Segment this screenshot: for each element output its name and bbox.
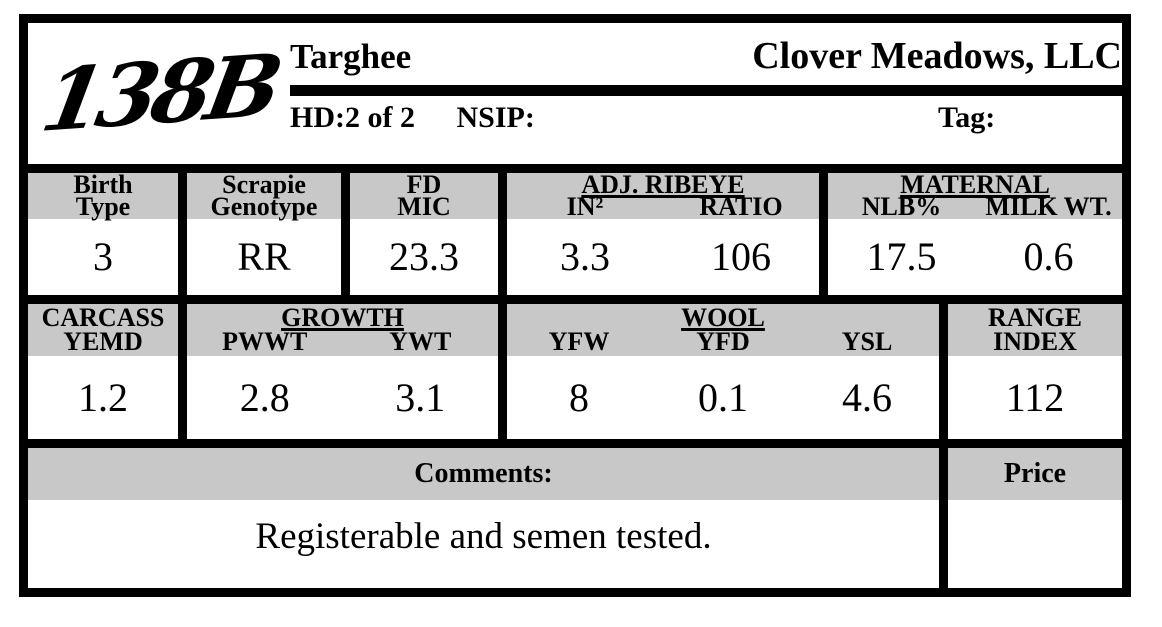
nsip-label: NSIP:: [456, 101, 535, 134]
stats-row-1: Birth Type 3 Scrapie Genotype RR FD MIC …: [28, 170, 1122, 295]
wool-group-title: WOOL: [681, 303, 765, 332]
maternal-cell: MATERNAL NLB% MILK WT. 17.5 0.6: [828, 170, 1122, 295]
price-cell: Price: [948, 448, 1122, 588]
maternal-values: 17.5 0.6: [828, 219, 1122, 295]
adj-ribeye-column-labels: IN² RATIO: [507, 192, 819, 221]
birth-type-value: 3: [93, 234, 113, 279]
growth-column-labels: PWWT YWT: [187, 327, 498, 356]
fd-mic-value: 23.3: [389, 234, 459, 279]
carcass-yemd-cell: CARCASS YEMD 1.2: [28, 304, 178, 439]
title-line: Targhee Clover Meadows, LLC: [290, 23, 1122, 85]
breed-name: Targhee: [290, 36, 412, 76]
comments-cell: Comments: Registerable and semen tested.: [28, 448, 939, 588]
tag-label: Tag:: [938, 101, 996, 134]
carcass-yemd-header: CARCASS YEMD: [28, 304, 178, 356]
growth-cell: GROWTH PWWT YWT 2.8 3.1: [187, 304, 498, 439]
wool-ysl-value: 4.6: [842, 374, 892, 420]
livestock-record-card: 138B Targhee Clover Meadows, LLC HD:2 of…: [19, 14, 1131, 597]
range-index-header: RANGE INDEX: [948, 304, 1122, 356]
animal-id-logo: 138B: [28, 23, 290, 164]
stats-row-2: CARCASS YEMD 1.2 GROWTH PWWT YWT 2.8 3.1…: [28, 304, 1122, 439]
growth-values: 2.8 3.1: [187, 356, 498, 439]
price-header: Price: [948, 448, 1122, 500]
wool-column-labels: YFW YFD YSL: [507, 327, 939, 356]
maternal-group-title: MATERNAL: [900, 170, 1050, 199]
wool-cell: WOOL YFW YFD YSL 8 0.1 4.6: [507, 304, 939, 439]
maternal-header: MATERNAL NLB% MILK WT.: [828, 170, 1122, 221]
scrapie-genotype-value: RR: [237, 234, 291, 279]
wool-col-ysl: YSL: [841, 327, 893, 356]
comments-price-row: Comments: Registerable and semen tested.…: [28, 448, 1122, 588]
card-header: 138B Targhee Clover Meadows, LLC HD:2 of…: [28, 23, 1122, 164]
wool-yfd-value: 0.1: [698, 374, 748, 420]
adj-ribeye-in2-value: 3.3: [560, 234, 610, 279]
header-right: Targhee Clover Meadows, LLC HD:2 of 2 NS…: [290, 23, 1122, 164]
adj-ribeye-col-in2: IN²: [566, 192, 604, 221]
growth-col-pwwt: PWWT: [222, 327, 308, 356]
wool-col-yfw: YFW: [548, 327, 610, 356]
maternal-milkwt-value: 0.6: [1023, 234, 1074, 279]
fd-mic-cell: FD MIC 23.3: [350, 172, 498, 295]
animal-id-script-text: 138B: [34, 34, 284, 152]
title-divider-bar: [290, 85, 1122, 96]
birth-type-cell: Birth Type 3: [28, 172, 178, 295]
wool-yfw-value: 8: [569, 374, 589, 420]
hd-count: HD:2 of 2: [290, 101, 415, 134]
price-value: [948, 500, 1122, 588]
id-line: HD:2 of 2 NSIP: Tag:: [290, 96, 1122, 164]
comments-value: Registerable and semen tested.: [255, 515, 712, 557]
range-index-cell: RANGE INDEX 112: [948, 304, 1122, 439]
comments-label: Comments:: [414, 458, 553, 489]
scrapie-genotype-header: Scrapie Genotype: [187, 172, 341, 220]
growth-col-ywt: YWT: [389, 327, 452, 356]
price-label: Price: [1003, 458, 1067, 489]
birth-type-header: Birth Type: [28, 172, 178, 220]
growth-pwwt-value: 2.8: [239, 374, 290, 420]
maternal-column-labels: NLB% MILK WT.: [828, 192, 1122, 221]
maternal-col-milkwt: MILK WT.: [985, 192, 1112, 221]
maternal-col-nlb: NLB%: [861, 192, 942, 221]
adj-ribeye-header: ADJ. RIBEYE IN² RATIO: [507, 170, 819, 221]
adj-ribeye-group-title: ADJ. RIBEYE: [581, 170, 745, 199]
wool-header: WOOL YFW YFD YSL: [507, 304, 939, 356]
wool-values: 8 0.1 4.6: [507, 356, 939, 439]
adj-ribeye-values: 3.3 106: [507, 219, 819, 295]
fd-mic-header: FD MIC: [350, 172, 498, 220]
wool-col-yfd: YFD: [696, 327, 750, 356]
adj-ribeye-ratio-value: 106: [711, 234, 771, 279]
adj-ribeye-col-ratio: RATIO: [699, 192, 783, 221]
growth-header: GROWTH PWWT YWT: [187, 304, 498, 356]
adj-ribeye-cell: ADJ. RIBEYE IN² RATIO 3.3 106: [507, 170, 819, 295]
comments-header: Comments:: [28, 448, 939, 500]
ranch-name: Clover Meadows, LLC: [752, 35, 1122, 77]
carcass-yemd-value: 1.2: [78, 374, 128, 420]
growth-ywt-value: 3.1: [395, 374, 446, 420]
maternal-nlb-value: 17.5: [866, 234, 937, 279]
scrapie-genotype-cell: Scrapie Genotype RR: [187, 172, 341, 295]
growth-group-title: GROWTH: [281, 303, 404, 332]
range-index-value: 112: [1005, 374, 1065, 420]
